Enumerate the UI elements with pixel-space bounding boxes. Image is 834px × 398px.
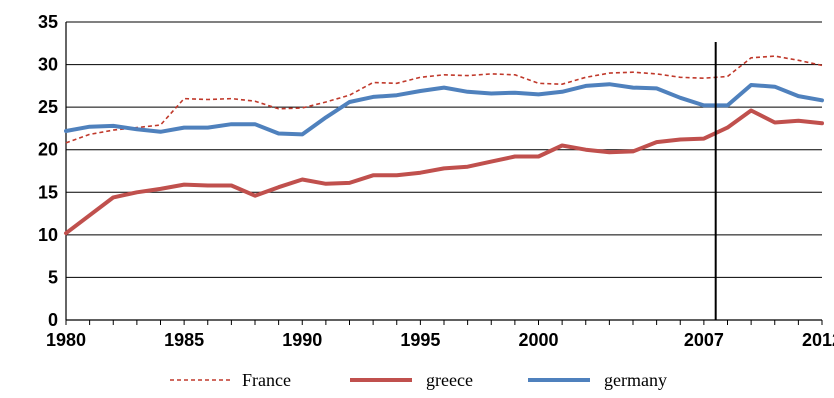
y-axis-tick-labels: 0 5 10 15 20 25 30 35 bbox=[38, 12, 58, 330]
x-tick-label: 1990 bbox=[282, 330, 322, 350]
y-tick-label: 20 bbox=[38, 140, 58, 160]
series-line-germany bbox=[64, 82, 824, 137]
legend: France greece germany bbox=[170, 370, 667, 390]
y-tick-label: 30 bbox=[38, 55, 58, 75]
axes bbox=[65, 22, 823, 325]
x-axis-tick-labels: 1980 1985 1990 1995 2000 2007 2012 bbox=[46, 330, 834, 350]
x-tick-label: 2012 bbox=[802, 330, 834, 350]
legend-label-france: France bbox=[242, 370, 291, 390]
y-tick-label: 15 bbox=[38, 182, 58, 202]
series-lines bbox=[64, 55, 824, 236]
y-tick-label: 10 bbox=[38, 225, 58, 245]
series-line-france bbox=[65, 55, 823, 144]
series-line-greece bbox=[64, 108, 824, 236]
y-tick-label: 5 bbox=[48, 267, 58, 287]
y-tick-label: 35 bbox=[38, 12, 58, 32]
x-tick-label: 2000 bbox=[518, 330, 558, 350]
x-tick-label: 2007 bbox=[684, 330, 724, 350]
legend-label-greece: greece bbox=[426, 370, 473, 390]
x-tick-label: 1995 bbox=[400, 330, 440, 350]
gridlines bbox=[66, 21, 822, 278]
y-tick-label: 0 bbox=[48, 310, 58, 330]
legend-label-germany: germany bbox=[604, 370, 667, 390]
x-tick-label: 1980 bbox=[46, 330, 86, 350]
y-tick-label: 25 bbox=[38, 97, 58, 117]
x-tick-label: 1985 bbox=[164, 330, 204, 350]
